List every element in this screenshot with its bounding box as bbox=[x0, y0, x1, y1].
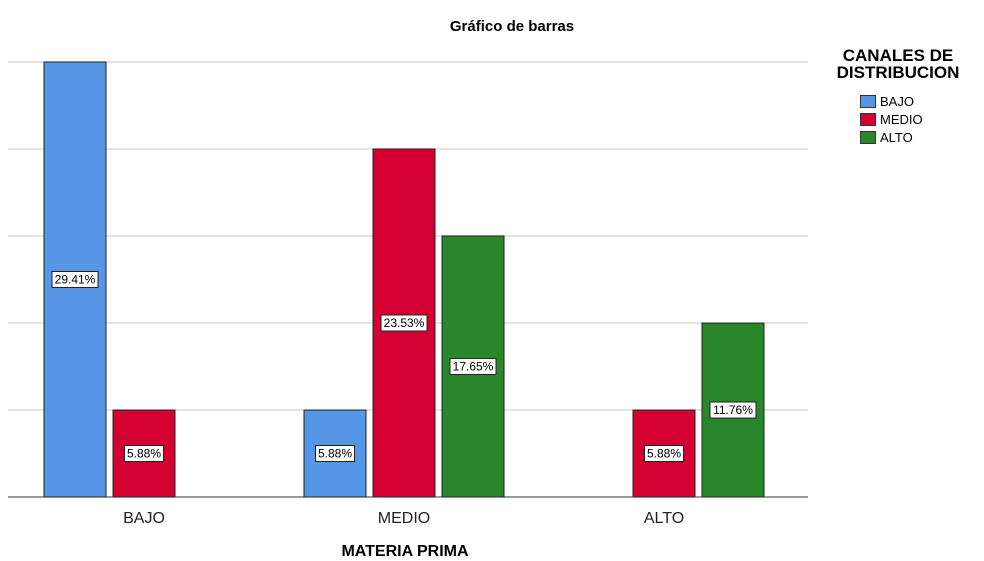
legend-swatch bbox=[860, 131, 876, 144]
value-label-box bbox=[449, 357, 497, 375]
value-label-box bbox=[644, 445, 684, 463]
legend-item: BAJO bbox=[860, 94, 914, 109]
value-label-box bbox=[315, 445, 355, 463]
value-label: 5.88% bbox=[647, 447, 681, 461]
value-label: 17.65% bbox=[453, 360, 494, 374]
value-label: 11.76% bbox=[713, 403, 753, 417]
value-label: 29.41% bbox=[55, 273, 96, 287]
value-label: 5.88% bbox=[318, 447, 352, 461]
value-label: 5.88% bbox=[127, 447, 161, 461]
value-label-box bbox=[51, 271, 99, 288]
legend-title: CANALES DE DISTRIBUCION bbox=[836, 46, 960, 82]
x-tick-label: MEDIO bbox=[378, 510, 430, 527]
x-tick-label: ALTO bbox=[644, 510, 684, 527]
x-axis-label: MATERIA PRIMA bbox=[341, 543, 469, 560]
legend-label: MEDIO bbox=[880, 112, 923, 127]
x-tick-label: BAJO bbox=[123, 510, 165, 527]
value-label-box bbox=[124, 445, 164, 463]
legend-label: ALTO bbox=[880, 130, 913, 145]
value-label-box bbox=[709, 401, 757, 419]
legend-item: MEDIO bbox=[860, 112, 923, 127]
legend-swatch bbox=[860, 113, 876, 126]
chart-title: Gráfico de barras bbox=[450, 18, 574, 35]
value-label: 23.53% bbox=[384, 316, 425, 330]
legend-item: ALTO bbox=[860, 130, 913, 145]
legend-swatch bbox=[860, 95, 876, 108]
legend-label: BAJO bbox=[880, 94, 914, 109]
value-label-box bbox=[380, 314, 428, 332]
